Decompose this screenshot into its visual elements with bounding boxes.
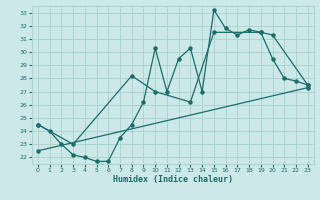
X-axis label: Humidex (Indice chaleur): Humidex (Indice chaleur)	[113, 175, 233, 184]
